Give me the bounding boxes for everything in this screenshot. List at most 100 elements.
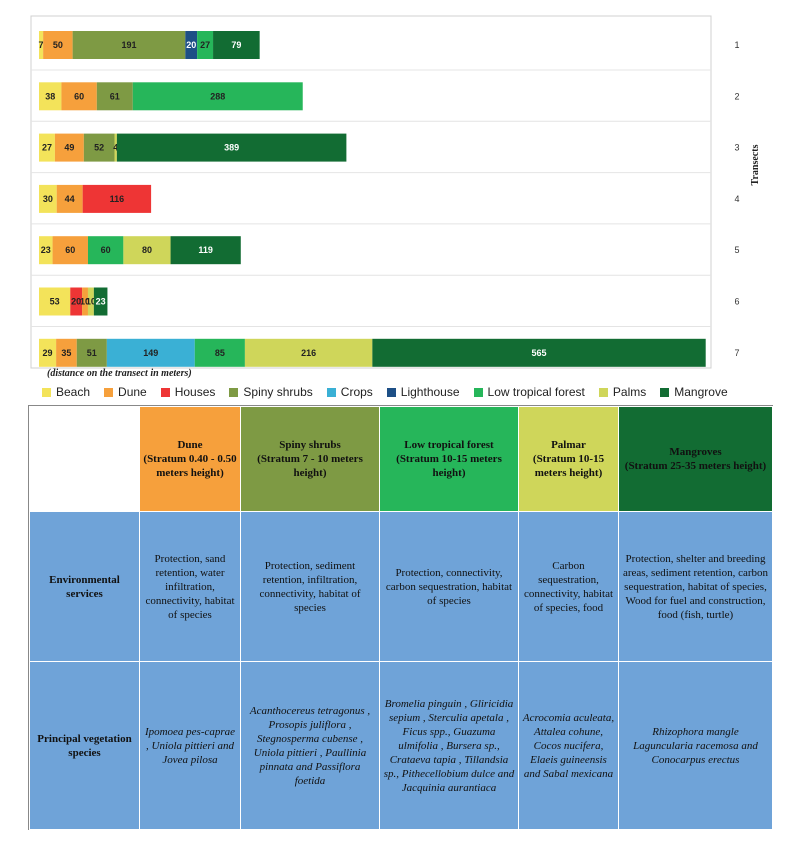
bar-value-label: 29: [43, 348, 53, 358]
header-spiny-shrubs: Spiny shrubs (Stratum 7 - 10 meters heigh…: [240, 406, 380, 512]
table-cell: Rhizophora mangle Laguncularia racemosa …: [618, 661, 773, 830]
legend-label: Dune: [118, 385, 147, 399]
row-label: Principal vegetation species: [29, 661, 140, 830]
legend-item-mangrove: Mangrove: [660, 385, 728, 399]
legend-item-crops: Crops: [326, 385, 373, 399]
header-subtitle: (Stratum 7 - 10 meters height): [257, 453, 363, 479]
header-low-tropical-forest: Low tropical forest (Stratum 10-15 meters…: [379, 406, 519, 512]
table-cell: Carbon sequestration, connectivity, habi…: [518, 511, 619, 662]
distance-note: (distance on the transect in meters): [47, 368, 192, 379]
bar-segment-low-tropical-forest: [132, 82, 303, 111]
bar-value-label: 10: [80, 297, 90, 307]
legend-label: Lighthouse: [400, 385, 460, 399]
header-title: Dune: [177, 439, 203, 451]
bar-value-label: 7: [39, 40, 44, 50]
transect-label: 7: [734, 348, 739, 358]
legend-label: Houses: [174, 385, 216, 399]
bar-segment-low-tropical-forest: [87, 236, 124, 265]
bar-segment-mangrove: [93, 287, 108, 316]
bar-segment-spiny-shrubs: [83, 133, 115, 162]
bar-segment-low-tropical-forest: [194, 338, 245, 367]
header-mangroves: Mangroves (Stratum 25-35 meters height): [618, 406, 773, 512]
bar-segment-houses: [70, 287, 83, 316]
legend-swatch: [473, 387, 483, 397]
bar-value-label: 288: [210, 91, 225, 101]
table-cell: Protection, sediment retention, infiltra…: [240, 511, 380, 662]
bar-value-label: 50: [53, 40, 63, 50]
bar-segment-mangrove: [372, 338, 706, 367]
legend-label: Low tropical forest: [487, 385, 585, 399]
ecosystem-services-table: Dune (Stratum 0.40 - 0.50 meters height) …: [29, 406, 773, 830]
bar-segment-dune: [56, 184, 83, 213]
table-corner: [29, 406, 140, 512]
transect-label: 4: [734, 194, 739, 204]
bar-segment-lighthouse: [185, 31, 198, 59]
bar-value-label: 52: [94, 143, 104, 153]
bar-value-label: 20: [71, 297, 81, 307]
legend-swatch: [326, 387, 336, 397]
legend-item-palms: Palms: [598, 385, 647, 399]
stacked-bar-chart: 7 50 191 20 27 79 1 38 60 61 288 2 27 49 52 4 389 3 30 44 11…: [0, 0, 800, 410]
bar-segment-crops: [106, 338, 195, 367]
bar-value-label: 116: [110, 194, 125, 204]
bar-value-label: 23: [41, 245, 51, 255]
bar-value-label: 27: [200, 40, 210, 50]
bar-value-label: 53: [50, 297, 60, 307]
bar-value-label: 216: [301, 348, 316, 358]
legend-swatch: [229, 387, 239, 397]
legend-label: Palms: [612, 385, 647, 399]
bar-segment-dune: [56, 338, 77, 367]
row-label: Environmental services: [29, 511, 140, 662]
legend-label: Crops: [340, 385, 373, 399]
bar-value-label: 10: [86, 297, 96, 307]
bar-segment-dune: [43, 31, 73, 59]
header-palmar: Palmar (Stratum 10-15 meters height): [518, 406, 619, 512]
legend-label: Spiny shrubs: [243, 385, 313, 399]
table-cell: Acrocomia aculeata, Attalea cohune, Coco…: [518, 661, 619, 830]
bar-value-label: 23: [96, 297, 106, 307]
bar-segment-spiny-shrubs: [96, 82, 133, 111]
legend-swatch: [598, 387, 608, 397]
bar-value-label: 60: [74, 91, 84, 101]
legend-swatch: [42, 387, 51, 397]
bar-segment-beach: [39, 133, 55, 162]
header-subtitle: (Stratum 10-15 meters height): [396, 453, 502, 479]
header-dune: Dune (Stratum 0.40 - 0.50 meters height): [139, 406, 241, 512]
bar-segment-beach: [39, 184, 57, 213]
transect-label: 3: [734, 143, 739, 153]
legend-swatch: [660, 387, 670, 397]
bar-segment-mangrove: [213, 31, 260, 59]
chart-legend: Beach Dune Houses Spiny shrubs Crops Lighthou…: [42, 383, 800, 401]
legend-swatch: [160, 387, 170, 397]
bar-segment-dune: [52, 236, 88, 265]
chart-svg: 7 50 191 20 27 79 1 38 60 61 288 2 27 49 52 4 389 3 30 44 11…: [30, 15, 761, 379]
bar-value-label: 565: [532, 348, 547, 358]
header-title: Spiny shrubs: [279, 439, 341, 451]
bar-segment-beach: [39, 31, 44, 59]
legend-item-beach: Beach: [42, 385, 90, 399]
bar-value-label: 44: [65, 194, 75, 204]
bar-segment-spiny-shrubs: [76, 338, 107, 367]
bar-value-label: 149: [143, 348, 158, 358]
header-subtitle: (Stratum 25-35 meters height): [624, 460, 767, 472]
bar-segment-dune: [54, 133, 84, 162]
legend-item-lighthouse: Lighthouse: [386, 385, 460, 399]
y-axis-title: Transects: [750, 144, 761, 185]
bar-segment-palms: [123, 236, 171, 265]
bar-value-label: 60: [101, 245, 111, 255]
header-title: Palmar: [551, 439, 586, 451]
ecosystem-table: Dune (Stratum 0.40 - 0.50 meters height) …: [28, 405, 773, 830]
bar-segment-palms: [87, 287, 94, 316]
table-row-principal-vegetation-species: Principal vegetation species Ipomoea pes…: [29, 661, 773, 830]
table-cell: Protection, sand retention, water infilt…: [139, 511, 241, 662]
bar-segment-palms: [244, 338, 373, 367]
table-header-row: Dune (Stratum 0.40 - 0.50 meters height) …: [29, 406, 773, 512]
bar-value-label: 119: [198, 245, 213, 255]
bar-segment-low-tropical-forest: [197, 31, 214, 59]
bar-segment-beach: [39, 236, 53, 265]
bar-segment-mangrove: [170, 236, 241, 265]
bar-segment-beach: [39, 82, 62, 111]
transect-label: 6: [734, 297, 739, 307]
bar-value-label: 4: [113, 143, 118, 153]
bar-segment-dune: [82, 287, 88, 316]
